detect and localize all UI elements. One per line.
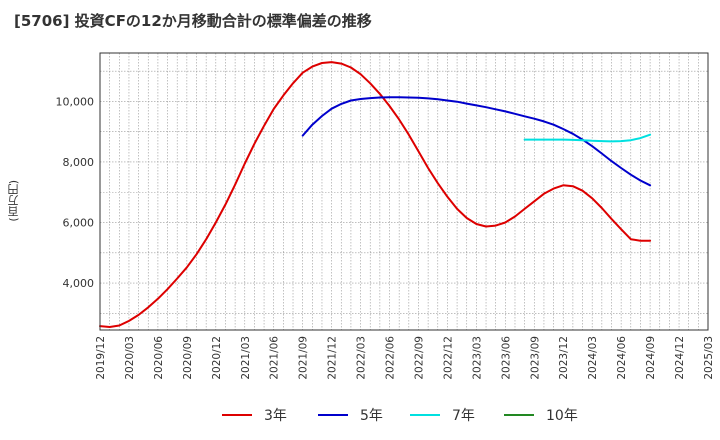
legend-item: 10年 (504, 404, 578, 426)
chart-title: [5706] 投資CFの12か月移動合計の標準偏差の推移 (14, 12, 372, 30)
legend-item: 3年 (222, 404, 287, 426)
legend-label: 10年 (546, 408, 578, 424)
x-tick-label: 2021/03 (240, 336, 252, 380)
x-tick-label: 2022/12 (442, 336, 454, 380)
series-line-5年 (301, 96, 652, 187)
x-tick-label: 2023/03 (471, 336, 483, 380)
legend-item: 5年 (318, 404, 383, 426)
x-tick-label: 2025/03 (703, 336, 715, 380)
legend-label: 3年 (264, 408, 287, 424)
legend: 3年 5年 7年 10年 (0, 404, 720, 426)
y-tick-label: 6,000 (63, 217, 95, 230)
x-tick-label: 2024/03 (587, 336, 599, 380)
x-tick-label: 2019/12 (95, 336, 107, 380)
x-tick-label: 2021/09 (298, 336, 310, 380)
legend-swatch (504, 414, 534, 416)
x-tick-labels: 2019/12 2020/03 2020/06 2020/09 2020/12 2021/… (95, 336, 715, 380)
x-tick-label: 2020/09 (182, 336, 194, 380)
y-tick-label: 4,000 (63, 277, 95, 290)
x-tick-label: 2020/03 (124, 336, 136, 380)
x-tick-label: 2023/12 (558, 336, 570, 380)
x-tick-label: 2022/06 (385, 336, 397, 380)
legend-swatch (222, 414, 252, 416)
x-tick-label: 2020/12 (211, 336, 223, 380)
x-tick-label: 2022/03 (356, 336, 368, 380)
x-tick-label: 2023/06 (500, 336, 512, 380)
legend-swatch (318, 414, 348, 416)
plot-frame (99, 52, 709, 331)
y-tick-labels: 4,000 6,000 8,000 10,000 (56, 95, 95, 290)
y-tick-label: 8,000 (63, 156, 95, 169)
y-tick-label: 10,000 (56, 95, 95, 108)
x-tick-label: 2021/06 (269, 336, 281, 380)
x-tick-label: 2022/09 (413, 336, 425, 380)
legend-swatch (410, 414, 440, 416)
legend-label: 7年 (452, 408, 475, 424)
x-tick-label: 2023/09 (529, 336, 541, 380)
legend-label: 5年 (360, 408, 383, 424)
series-line-7年 (523, 133, 652, 143)
legend-item: 7年 (410, 404, 475, 426)
x-tick-label: 2024/06 (616, 336, 628, 380)
grid-lines (99, 53, 709, 330)
x-tick-label: 2021/12 (327, 336, 339, 380)
series-lines (99, 61, 652, 328)
series-line-3年 (99, 61, 652, 328)
x-tick-label: 2024/09 (645, 336, 657, 380)
x-tick-label: 2024/12 (674, 336, 686, 380)
x-tick-label: 2020/06 (153, 336, 165, 380)
